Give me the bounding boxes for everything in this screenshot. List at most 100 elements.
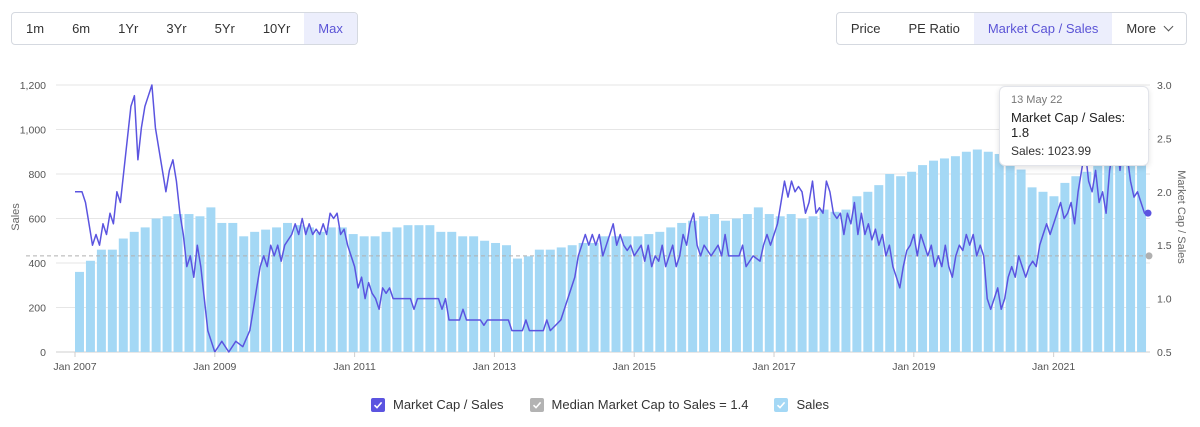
sales-bar	[151, 218, 161, 352]
tooltip-date: 13 May 22	[1011, 94, 1063, 106]
market-cap-sales-line	[75, 84, 1148, 353]
legend-label: Market Cap / Sales	[393, 397, 504, 412]
chevron-down-icon	[1163, 21, 1174, 32]
sales-bar	[140, 227, 150, 352]
x-tick-label: Jan 2015	[613, 361, 656, 373]
sales-bar	[272, 227, 282, 352]
sales-bar	[195, 216, 205, 352]
sales-bar	[304, 227, 314, 352]
sales-bar	[414, 225, 424, 352]
sales-bar	[622, 236, 632, 352]
sales-bar	[107, 249, 117, 352]
sales-bar	[228, 222, 238, 352]
range-6m-button[interactable]: 6m	[72, 21, 91, 36]
y-axis-left: 0 200 400 600 800 1,000 1,200	[20, 80, 46, 359]
sales-bar	[666, 227, 676, 352]
sales-bar	[447, 231, 457, 352]
chart-tooltip: 13 May 22 Market Cap / Sales: 1.8 Sales:…	[999, 86, 1149, 166]
range-1m-button[interactable]: 1m	[26, 21, 45, 36]
y-axis-left-title: Sales	[10, 203, 22, 231]
metric-pe-ratio-button[interactable]: PE Ratio	[908, 21, 960, 36]
sales-bar	[808, 216, 818, 352]
sales-bar	[710, 214, 720, 352]
sales-bar	[1115, 147, 1125, 352]
y-axis-right-title: Market Cap / Sales	[1175, 170, 1187, 264]
sales-bar	[75, 271, 84, 352]
sales-bar	[315, 231, 325, 352]
y-left-tick-label: 1,200	[20, 80, 46, 92]
y-left-tick-label: 600	[28, 214, 46, 226]
sales-bar	[578, 242, 588, 352]
legend-label: Median Market Cap to Sales = 1.4	[551, 397, 749, 412]
x-tick-label: Jan 2021	[1032, 361, 1075, 373]
sales-bar	[1016, 169, 1026, 352]
sales-bar	[556, 247, 566, 352]
sales-bar	[742, 214, 752, 352]
y-left-tick-label: 800	[28, 169, 46, 181]
sales-bar	[206, 207, 216, 353]
sales-bar	[918, 165, 928, 352]
sales-bar	[775, 216, 785, 352]
y-right-tick-label: 1.5	[1157, 240, 1172, 252]
y-axis-right: 0.5 1.0 1.5 2.0 2.5 3.0	[1157, 80, 1172, 359]
sales-bar	[633, 236, 643, 352]
sales-bar	[96, 249, 106, 352]
sales-bar	[983, 151, 993, 352]
sales-bar	[217, 222, 227, 352]
y-left-tick-label: 400	[28, 258, 46, 270]
sales-bar	[1049, 196, 1059, 352]
sales-bar	[491, 242, 501, 352]
legend-median[interactable]: Median Market Cap to Sales = 1.4	[529, 397, 749, 412]
metric-price-button[interactable]: Price	[850, 21, 881, 36]
metric-more-dropdown[interactable]: More	[1112, 13, 1186, 44]
x-tick-label: Jan 2009	[193, 361, 236, 373]
sales-bar	[677, 222, 687, 352]
sales-bar	[162, 216, 172, 352]
sales-bar	[392, 227, 402, 352]
sales-bar	[589, 242, 599, 352]
sales-bar	[1082, 171, 1092, 352]
sales-bar	[600, 236, 610, 352]
metric-market-cap-sales-button[interactable]: Market Cap / Sales	[973, 13, 1113, 44]
checkbox-checked-icon	[529, 397, 544, 412]
sales-bar	[502, 245, 511, 352]
sales-bar	[950, 156, 960, 352]
highlight-point	[1144, 209, 1152, 217]
x-tick-label: Jan 2013	[473, 361, 516, 373]
sales-bar	[907, 171, 917, 352]
sales-bar	[731, 218, 741, 352]
sales-bar	[863, 191, 873, 352]
sales-bar	[611, 236, 621, 352]
metric-selector: Price PE Ratio Market Cap / Sales More	[835, 12, 1187, 45]
range-3yr-button[interactable]: 3Yr	[166, 21, 187, 36]
sales-bar	[534, 249, 544, 352]
sales-bar	[480, 240, 490, 352]
range-max-button[interactable]: Max	[304, 13, 357, 44]
sales-bar	[961, 151, 971, 352]
x-tick-label: Jan 2019	[892, 361, 935, 373]
range-10yr-button[interactable]: 10Yr	[262, 21, 291, 36]
y-left-tick-label: 0	[40, 347, 46, 359]
x-axis: Jan 2007 Jan 2009 Jan 2011 Jan 2013 Jan 2015…	[53, 352, 1075, 373]
sales-bar	[1104, 156, 1114, 352]
range-selector: 1m 6m 1Yr 3Yr 5Yr 10Yr Max	[11, 12, 358, 45]
sales-bar	[370, 236, 380, 352]
checkbox-checked-icon	[774, 397, 789, 412]
legend-market-cap-sales[interactable]: Market Cap / Sales	[371, 397, 504, 412]
chart: 0 200 400 600 800 1,000 1,200 0.5 1.0 1.5 2.0 2.5 3…	[10, 80, 1187, 373]
range-5yr-button[interactable]: 5Yr	[214, 21, 235, 36]
sales-bar	[819, 209, 829, 352]
range-1yr-button[interactable]: 1Yr	[118, 21, 139, 36]
sales-bar	[545, 249, 555, 352]
sales-bar	[852, 196, 862, 352]
sales-bar	[261, 229, 271, 353]
sales-bar	[250, 231, 260, 352]
legend-sales[interactable]: Sales	[774, 397, 829, 412]
sales-bar	[184, 214, 194, 352]
sales-bar	[1005, 160, 1015, 352]
tooltip-market-cap-sales: Market Cap / Sales: 1.8	[1011, 110, 1126, 140]
sales-bar	[874, 185, 884, 353]
sales-bar	[118, 238, 128, 352]
x-tick-label: Jan 2007	[53, 361, 96, 373]
median-marker	[1145, 252, 1153, 260]
